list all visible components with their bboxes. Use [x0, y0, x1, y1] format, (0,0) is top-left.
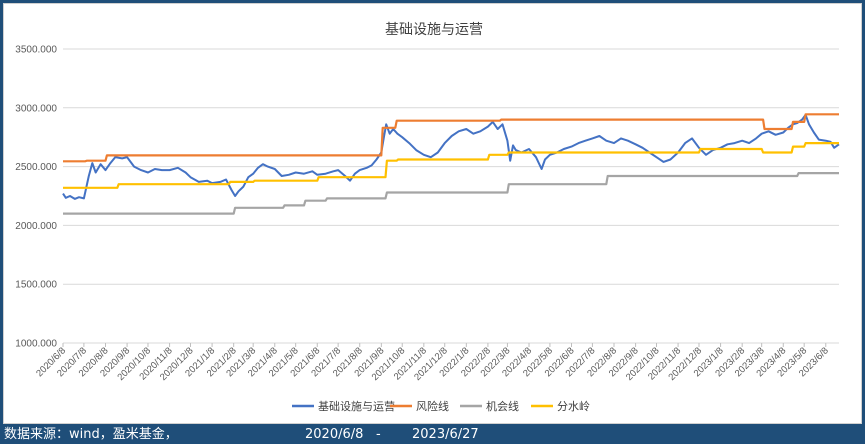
y-tick-label: 1000.000 [15, 339, 57, 350]
legend-label: 风险线 [416, 399, 449, 413]
chart-panel: 基础设施与运营 1000.000 1500.000 2000.000 2500.000… [3, 3, 862, 424]
y-tick-label: 1500.000 [15, 280, 57, 291]
y-tick-label: 2000.000 [15, 221, 57, 232]
chart-svg: 基础设施与运营 1000.000 1500.000 2000.000 2500.000… [15, 21, 840, 413]
legend-label: 分水岭 [557, 399, 590, 413]
footer: 数据来源：wind，盈米基金， 2020/6/8 - 2023/6/27 [0, 425, 865, 444]
y-tick-label: 3000.000 [15, 103, 57, 114]
y-tick-label: 3500.000 [15, 45, 57, 56]
series-line-4 [63, 142, 839, 189]
x-axis-ticks: 2020/6/82020/7/82020/8/82020/9/82020/10/… [34, 343, 831, 383]
y-axis-ticks: 1000.000 1500.000 2000.000 2500.000 3000.000… [15, 45, 57, 350]
series-line-1 [62, 113, 840, 200]
legend: 基础设施与运营 风险线 机会线 分水岭 [292, 399, 590, 413]
data-source: 数据来源：wind，盈米基金， [4, 427, 178, 442]
legend-label: 基础设施与运营 [318, 399, 395, 413]
start-date: 2020/6/8 [305, 427, 364, 442]
legend-label: 机会线 [486, 399, 519, 413]
date-separator: - [376, 427, 381, 442]
grid-lines [63, 48, 839, 344]
series-line-3 [63, 172, 839, 215]
y-tick-label: 2500.000 [15, 162, 57, 173]
chart-title: 基础设施与运营 [385, 21, 483, 38]
end-date: 2023/6/27 [412, 427, 479, 442]
series-line-2 [63, 113, 839, 163]
series-lines [62, 113, 840, 215]
